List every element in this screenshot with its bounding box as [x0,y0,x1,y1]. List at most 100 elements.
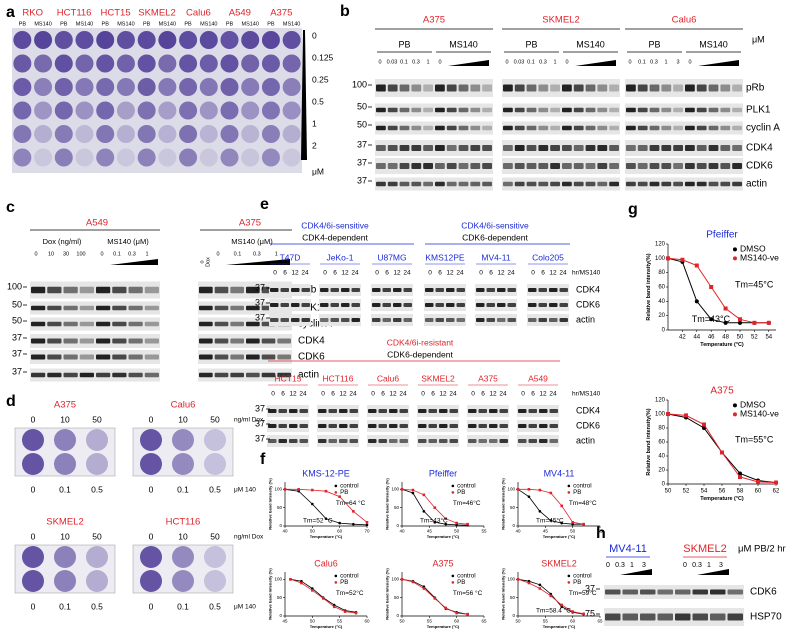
well [54,570,76,592]
y-tick-label: 40 [658,299,665,305]
dose: 0 [565,59,568,65]
y-tick-label: 0 [512,613,515,618]
series-line [667,413,777,484]
point [444,606,448,610]
well [158,78,177,96]
blot [371,299,413,311]
band [439,409,448,413]
band [538,303,547,307]
x-tick-label: 55 [481,529,487,534]
y-tick-label: 50 [394,595,400,600]
mw-label: 37 [357,157,367,167]
band [423,107,433,113]
point [560,603,564,607]
band [378,424,387,428]
point [311,488,314,492]
treatment: PB [143,21,151,27]
band [328,439,337,443]
timepoint: 6 [333,270,337,277]
well [54,429,76,451]
y-tick-label: 0 [396,613,399,618]
band [692,589,708,595]
band [230,321,244,327]
cell-line: HCT15 [275,373,302,383]
y-tick-label: 100 [274,487,282,492]
band [128,354,143,360]
well [137,125,156,143]
band [270,318,279,322]
y-tick-label: 0 [279,613,282,618]
band [696,145,707,151]
band [507,318,516,322]
legend-label: MS140-ve [740,409,779,419]
band [399,84,410,92]
cell-line: MV4-11 [609,543,647,555]
point [738,475,742,479]
x-tick-label: 48 [722,335,729,341]
band [585,181,596,187]
point [352,522,355,526]
unit: hr/MS140 [572,391,601,398]
band [458,107,469,113]
blot [317,420,359,432]
band [562,107,572,113]
legend-marker [334,581,338,584]
cell-line: A375 [239,218,261,229]
dose: 0 [31,601,36,611]
timepoint: 6 [385,270,389,277]
legend-label: control [457,483,475,490]
band [685,107,695,113]
band [503,181,513,187]
point [466,522,469,526]
blot [475,299,517,311]
point [411,488,415,492]
band [418,439,427,443]
well [204,546,226,568]
blot [30,368,160,382]
well [179,125,198,143]
well [282,125,301,143]
band [328,424,337,428]
band [503,145,513,151]
blot [424,284,466,296]
cell-line: SKMEL2 [46,517,84,528]
band [435,145,445,151]
blot [198,350,292,364]
point [365,523,369,527]
band [230,305,244,311]
point [433,521,437,524]
blot [319,299,361,311]
band [685,163,695,169]
band [539,439,548,443]
band [128,305,143,311]
protein: CDK6 [750,587,777,598]
blot [467,435,509,447]
band [387,107,398,113]
panel-label: b [340,3,350,20]
band [411,125,422,131]
band [710,589,726,595]
dose: 0.5 [209,601,221,611]
dose: 0.1 [638,59,646,65]
band [320,303,329,307]
point [527,488,531,491]
blot [198,368,292,382]
band [112,286,127,294]
y-axis-label: Relative band intensity (%) [385,568,390,620]
x-axis-label: Temperature (°C) [310,534,343,539]
band [425,288,434,292]
panel-label: g [628,201,638,218]
blot [375,103,493,117]
band [261,354,276,360]
x-tick-label: 70 [364,529,370,534]
cell-line: Calu6 [171,400,196,411]
well [54,546,76,568]
blot [502,121,620,135]
protein: CDK6 [298,352,325,363]
well [282,54,301,73]
band [478,409,487,413]
legend-label: PB [457,489,465,496]
well [54,54,73,73]
timepoint: 24 [507,270,515,277]
